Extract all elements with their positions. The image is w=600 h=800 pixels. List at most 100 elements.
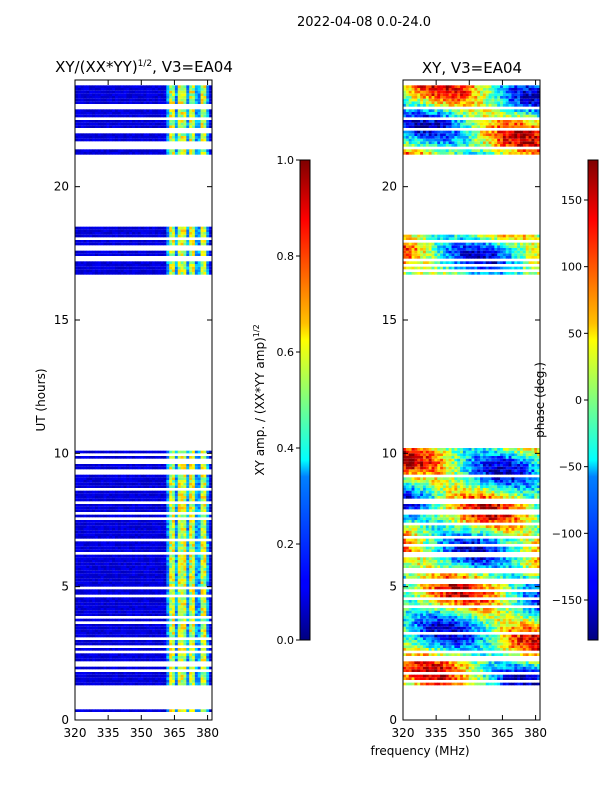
heatmap-cell [417, 677, 421, 680]
heatmap-cell [126, 680, 130, 683]
heatmap-cell [200, 565, 204, 568]
heatmap-cell [140, 653, 144, 656]
heatmap-cell [126, 234, 130, 238]
heatmap-cell [92, 656, 96, 659]
heatmap-cell [154, 544, 159, 547]
heatmap-cell [194, 229, 199, 232]
heatmap-cell [174, 568, 179, 571]
heatmap-cell [203, 520, 207, 523]
heatmap-cell [189, 648, 193, 651]
heatmap-cell [177, 666, 181, 670]
heatmap-cell [468, 674, 472, 678]
heatmap-cell [94, 653, 99, 656]
heatmap-cell [86, 549, 90, 552]
heatmap-cell [140, 450, 144, 454]
heatmap-cell [83, 576, 87, 579]
heatmap-cell [166, 565, 170, 568]
heatmap-cell [462, 682, 467, 686]
heatmap-cell [86, 682, 90, 686]
heatmap-cell [123, 496, 127, 499]
heatmap-cell [160, 450, 164, 454]
heatmap-cell [183, 672, 187, 675]
heatmap-cell [177, 544, 181, 547]
heatmap-cell [126, 133, 130, 136]
heatmap-cell [206, 261, 210, 264]
heatmap-cell [203, 485, 207, 488]
heatmap-cell [92, 232, 96, 235]
heatmap-cell [123, 605, 127, 608]
heatmap-cell [92, 269, 96, 272]
heatmap-cell [154, 549, 159, 552]
heatmap-cell [209, 464, 212, 467]
heatmap-cell [149, 578, 153, 582]
heatmap-cell [200, 229, 204, 232]
heatmap-cell [514, 669, 518, 672]
heatmap-cell [206, 528, 210, 531]
heatmap-cell [129, 658, 133, 662]
heatmap-cell [134, 240, 139, 243]
heatmap-cell [194, 541, 199, 544]
heatmap-cell [206, 85, 210, 88]
heatmap-cell [177, 269, 181, 272]
heatmap-cell [183, 112, 187, 115]
heatmap-cell [203, 229, 207, 232]
heatmap-cell [180, 490, 184, 494]
heatmap-cell [189, 269, 193, 272]
heatmap-cell [106, 640, 110, 643]
heatmap-cell [163, 680, 167, 683]
heatmap-cell [77, 493, 82, 496]
heatmap-cell [197, 525, 201, 528]
heatmap-cell [163, 226, 167, 230]
heatmap-cell [109, 544, 113, 547]
heatmap-cell [100, 114, 104, 118]
heatmap-cell [203, 450, 207, 454]
heatmap-cell [114, 568, 119, 571]
heatmap-cell [86, 677, 90, 680]
heatmap-cell [114, 541, 119, 544]
heatmap-cell [183, 520, 187, 523]
heatmap-cell [152, 520, 156, 523]
heatmap-cell [206, 565, 210, 568]
heatmap-cell [94, 608, 99, 611]
heatmap-cell [177, 98, 181, 102]
heatmap-cell [154, 152, 159, 155]
heatmap-cell [83, 530, 87, 534]
heatmap-cell [160, 608, 164, 611]
heatmap-cell [89, 152, 93, 155]
heatmap-cell [177, 136, 181, 139]
heatmap-cell [203, 109, 207, 112]
heatmap-cell [186, 234, 190, 238]
heatmap-cell [103, 90, 107, 94]
heatmap-cell [422, 674, 427, 678]
heatmap-cell [152, 562, 156, 566]
heatmap-cell [186, 466, 190, 470]
heatmap-cell [192, 522, 196, 526]
heatmap-cell [137, 634, 142, 638]
heatmap-cell [89, 533, 93, 536]
heatmap-cell [177, 133, 181, 136]
heatmap-cell [129, 261, 133, 264]
heatmap-cell [134, 112, 139, 115]
heatmap-cell [89, 634, 93, 638]
heatmap-cell [160, 528, 164, 531]
heatmap-cell [166, 578, 170, 582]
heatmap-cell [83, 504, 87, 507]
heatmap-cell [143, 546, 147, 550]
heatmap-cell [174, 546, 179, 550]
heatmap-cell [83, 677, 87, 680]
heatmap-cell [146, 709, 150, 712]
heatmap-cell [154, 642, 159, 646]
heatmap-cell [169, 525, 173, 528]
heatmap-cell [112, 226, 116, 230]
heatmap-cell [177, 240, 181, 243]
heatmap-cell [154, 464, 159, 467]
heatmap-cell [194, 466, 199, 470]
heatmap-cell [189, 93, 193, 96]
heatmap-cell [94, 480, 99, 483]
heatmap-cell [189, 656, 193, 659]
heatmap-cell [183, 602, 187, 606]
heatmap-cell [92, 229, 96, 232]
heatmap-cell [77, 480, 82, 483]
heatmap-cell [149, 98, 153, 102]
heatmap-cell [126, 554, 130, 558]
